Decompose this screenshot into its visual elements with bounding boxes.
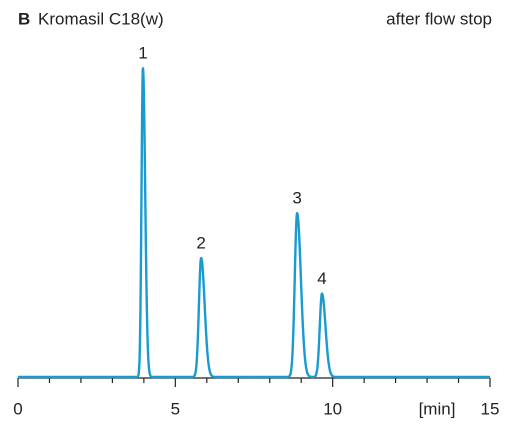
chart-subtitle: after flow stop [386,9,492,28]
peak-label: 3 [292,189,301,208]
x-tick-label: 10 [323,399,342,418]
peak [308,292,491,379]
chart-title: Kromasil C18(w) [38,9,164,28]
x-tick-label: 5 [171,399,180,418]
peak-label: 4 [317,269,326,288]
x-axis-label: [min] [419,399,456,418]
peak [17,67,173,379]
panel-label: B [18,9,30,28]
peak-label: 1 [138,43,147,62]
peak [170,256,251,379]
peak [248,212,311,379]
x-tick-label: 0 [13,399,22,418]
x-tick-label: 15 [481,399,500,418]
peak-label: 2 [196,234,205,253]
